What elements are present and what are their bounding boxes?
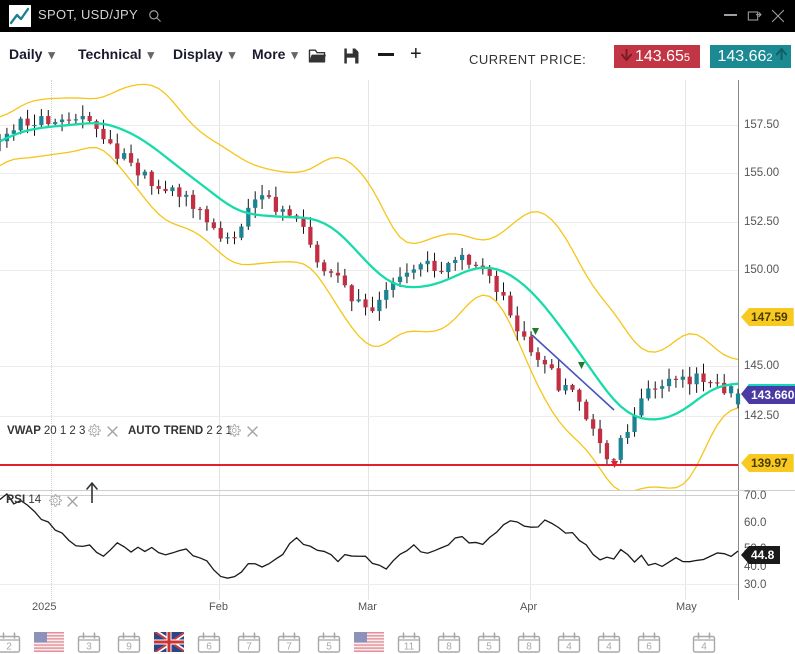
svg-text:3: 3 bbox=[86, 641, 92, 652]
svg-text:6: 6 bbox=[646, 641, 652, 652]
svg-text:5: 5 bbox=[486, 641, 492, 652]
svg-text:6: 6 bbox=[206, 641, 212, 652]
svg-text:4: 4 bbox=[566, 641, 572, 652]
svg-text:7: 7 bbox=[286, 641, 292, 652]
svg-text:8: 8 bbox=[446, 641, 452, 652]
svg-text:11: 11 bbox=[404, 641, 415, 652]
svg-text:9: 9 bbox=[126, 641, 132, 652]
svg-text:7: 7 bbox=[246, 641, 252, 652]
svg-text:8: 8 bbox=[526, 641, 532, 652]
svg-text:2: 2 bbox=[6, 641, 12, 652]
svg-text:4: 4 bbox=[701, 641, 707, 652]
svg-text:4: 4 bbox=[606, 641, 612, 652]
svg-text:5: 5 bbox=[326, 641, 332, 652]
